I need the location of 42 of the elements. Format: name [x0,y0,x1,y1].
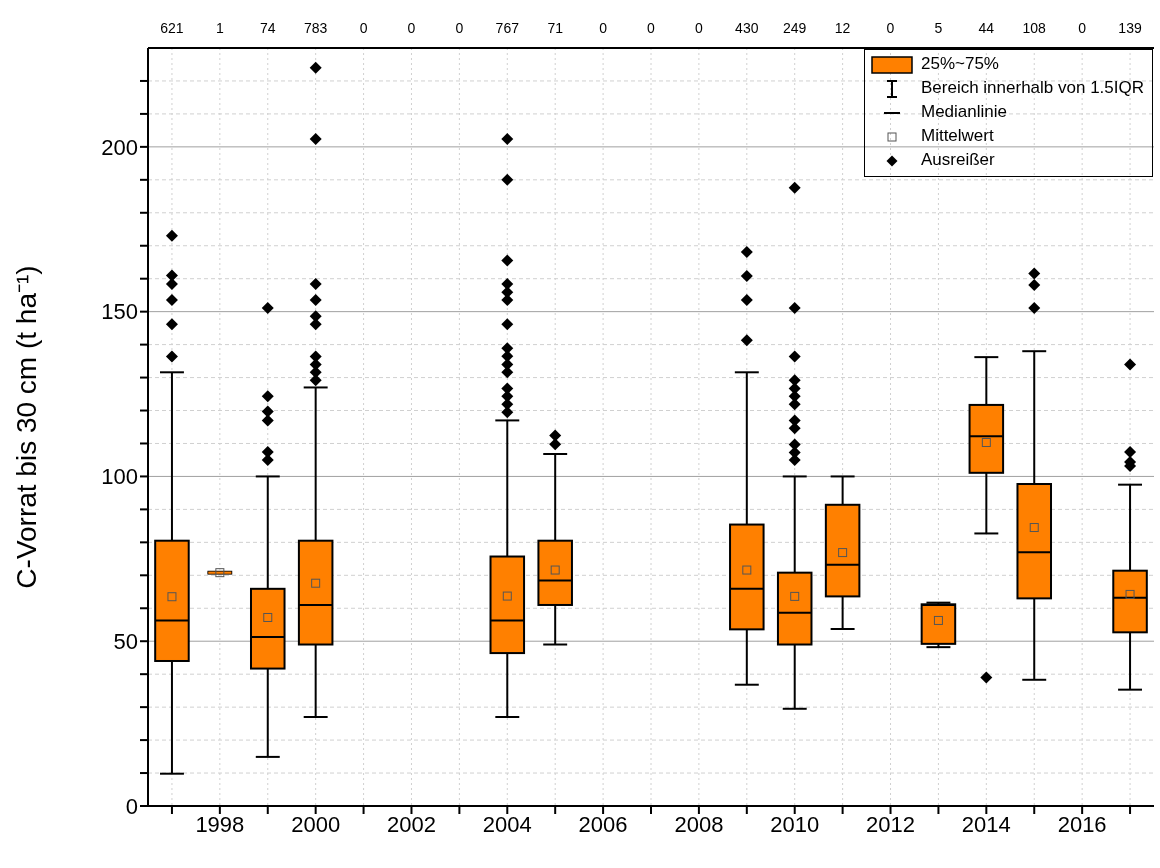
x-tick-label: 2008 [674,811,724,837]
legend-label: 25%~75% [919,53,1000,75]
y-tick-label: 150 [101,299,138,325]
x-tick-label: 2012 [866,811,915,837]
text: 0 [646,20,656,36]
text: 430 [734,20,760,36]
y-tick-label: 0 [125,793,138,819]
text: 0 [358,20,369,36]
x-tick-label: 2006 [578,811,628,837]
text: 12 [833,20,852,36]
y-axis-title: C-Vorrat bis 30 cm (t ha⁻¹) [10,265,42,589]
text: 0 [598,20,608,36]
x-tick-label: 2004 [482,811,532,837]
y-tick-label: 50 [113,629,138,655]
text: 0 [694,20,704,36]
text: 74 [258,20,277,36]
text: 783 [302,20,329,36]
x-tick-label: 1998 [195,811,245,837]
x-tick-label: 2016 [1057,811,1107,837]
x-tick-label: 2010 [770,811,820,837]
x-tick-label: 2000 [291,811,341,837]
text: 0 [885,20,896,36]
text: 0 [406,20,417,36]
text: 1 [214,20,225,36]
annotation: Bereich innerhalb von 1.5IQR [919,77,1144,99]
text: 0 [1077,20,1088,36]
annotation: Medianlinie [919,101,1008,123]
x-tick-label: 2014 [961,811,1011,837]
annotation: Mittelwert [919,125,995,147]
text: 44 [977,20,996,36]
text: 108 [1021,20,1047,36]
annotation: Ausreißer [919,149,996,171]
y-tick-label: 100 [101,464,138,490]
text: 0 [454,20,465,36]
y-tick-label: 200 [101,134,138,160]
text: 5 [933,20,944,36]
text: 71 [546,20,564,36]
text: 249 [782,20,808,36]
x-tick-label: 2002 [387,811,436,837]
text: 139 [1117,20,1143,36]
text: 767 [494,20,520,36]
text: 621 [159,20,185,36]
